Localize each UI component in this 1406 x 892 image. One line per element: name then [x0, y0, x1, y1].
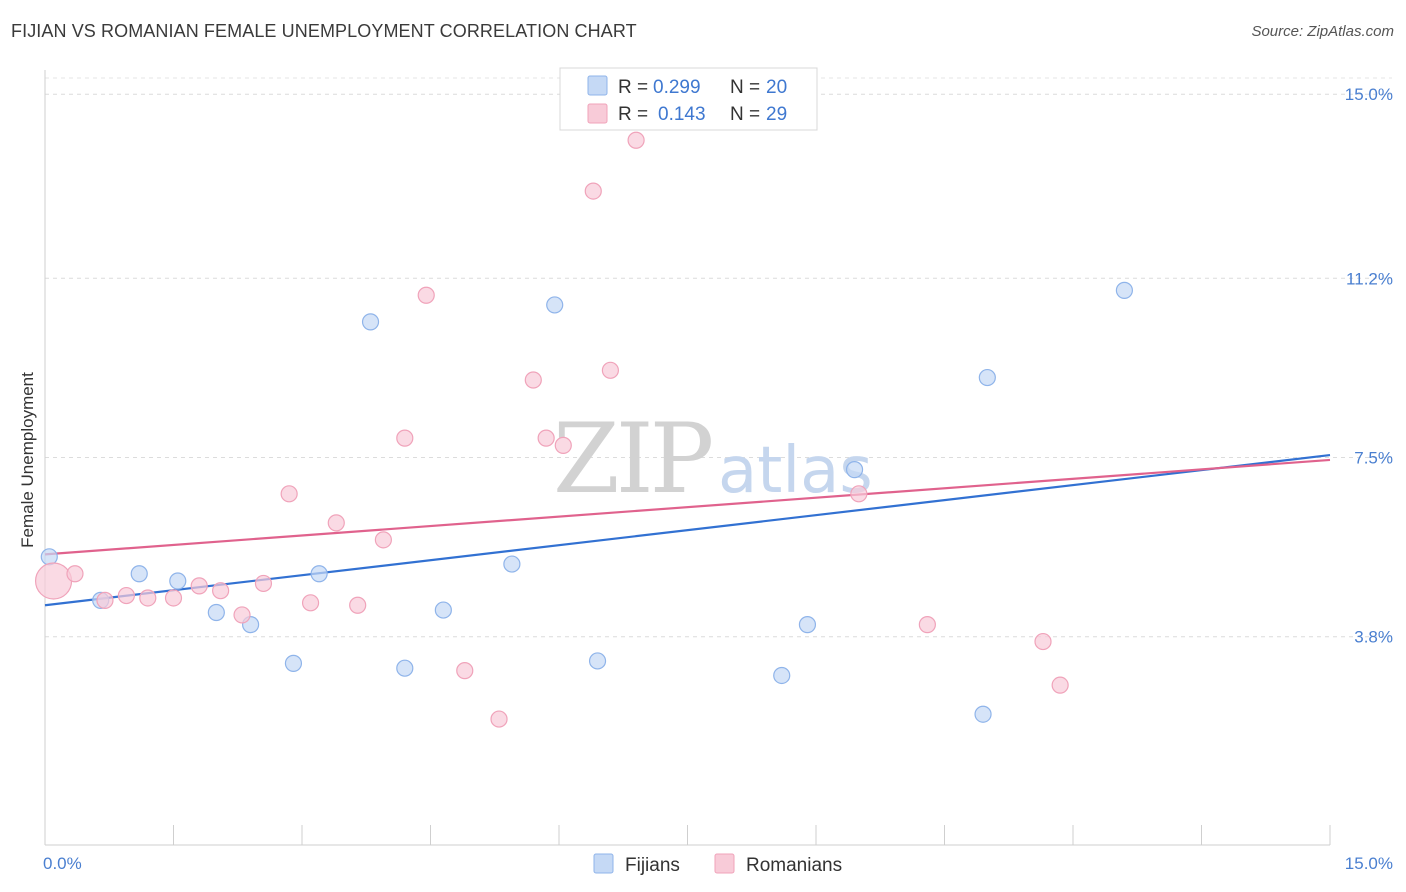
fijian-point: [207, 603, 225, 622]
y-tick-label: 7.5%: [1354, 449, 1393, 468]
romanian-point: [490, 710, 508, 728]
romanian-point: [280, 485, 298, 503]
romanian-point: [327, 514, 345, 532]
legend[interactable]: R = 0.299 N = 20 R = 0.143 N = 29: [559, 67, 818, 131]
watermark: ZIP atlas: [553, 403, 873, 515]
watermark-zip: ZIP: [553, 403, 712, 515]
romanian-point: [456, 662, 474, 680]
romanian-point: [524, 371, 542, 389]
y-tick-label: 11.2%: [1346, 269, 1393, 288]
source-label: Source: ZipAtlas.com: [1251, 23, 1394, 40]
romanian-point: [554, 436, 572, 454]
fijian-point: [396, 659, 414, 677]
romanian-point: [66, 565, 84, 583]
tick-labels: 3.8% 7.5% 11.2% 15.0% 0.0% 15.0%: [43, 85, 1393, 873]
grid: [45, 77, 1392, 638]
legend-swatch-romanians: [587, 103, 608, 124]
fijian-point: [974, 705, 992, 723]
fijian-point: [284, 654, 303, 672]
fijian-point: [845, 461, 864, 479]
romanian-point: [396, 429, 414, 447]
x-tick-label: 0.0%: [43, 854, 82, 873]
legend-n-label-romanians: N =: [730, 104, 760, 125]
bottom-legend[interactable]: Fijians Romanians: [593, 853, 842, 876]
legend-n-value-romanians: 29: [766, 104, 787, 125]
romanian-point: [627, 131, 645, 149]
x-tick-label: 15.0%: [1345, 854, 1393, 873]
fijian-point: [588, 652, 607, 670]
fijian-point: [1115, 281, 1134, 299]
bottom-legend-label-fijians[interactable]: Fijians: [625, 855, 680, 876]
axes: [44, 70, 1331, 846]
y-tick-label: 3.8%: [1354, 628, 1393, 647]
romanian-point: [417, 286, 435, 304]
romanian-point: [233, 606, 251, 624]
romanian-point: [190, 577, 208, 595]
fijian-point: [503, 555, 521, 573]
fijian-point: [773, 666, 791, 685]
romanian-point: [96, 591, 114, 609]
romanian-point: [349, 596, 367, 614]
legend-r-value-fijians: 0.299: [653, 77, 701, 98]
romanian-point: [1051, 676, 1069, 694]
romanian-point: [374, 531, 392, 549]
romanian-point: [301, 594, 320, 612]
romanian-point: [918, 616, 936, 634]
fijian-point: [978, 368, 996, 387]
fijian-point: [130, 565, 148, 583]
legend-n-label-fijians: N =: [730, 77, 760, 98]
romanian-point: [254, 574, 273, 593]
romanian-trend-line: [44, 458, 1331, 556]
legend-n-value-fijians: 20: [766, 77, 787, 98]
fijian-point: [40, 548, 58, 566]
bottom-legend-swatch-romanians: [714, 853, 735, 874]
romanian-point: [34, 562, 73, 600]
fijian-point: [434, 601, 452, 619]
romanian-point: [164, 589, 183, 607]
fijian-point: [546, 296, 564, 314]
bottom-legend-swatch-fijians: [593, 853, 614, 874]
fijian-point: [361, 313, 380, 331]
romanian-point: [601, 361, 620, 379]
romanian-point: [850, 485, 868, 503]
romanian-point: [1034, 632, 1052, 651]
legend-r-value-romanians: 0.143: [658, 104, 706, 125]
romanian-point: [212, 582, 230, 600]
y-tick-label: 15.0%: [1345, 85, 1393, 104]
romanian-point: [117, 586, 135, 605]
data-points: [34, 131, 1134, 728]
legend-r-label-fijians: R =: [618, 77, 648, 98]
legend-swatch-fijians: [587, 75, 608, 96]
romanian-point: [584, 182, 602, 200]
fijian-point: [310, 565, 328, 583]
legend-r-label-romanians: R =: [618, 104, 648, 125]
bottom-legend-label-romanians[interactable]: Romanians: [746, 855, 842, 876]
romanian-point: [537, 429, 555, 447]
chart-title: FIJIAN VS ROMANIAN FEMALE UNEMPLOYMENT C…: [11, 21, 637, 41]
fijian-point: [798, 616, 817, 634]
fijian-point: [169, 572, 187, 590]
y-axis-label: Female Unemployment: [18, 372, 37, 548]
romanian-point: [139, 589, 157, 607]
